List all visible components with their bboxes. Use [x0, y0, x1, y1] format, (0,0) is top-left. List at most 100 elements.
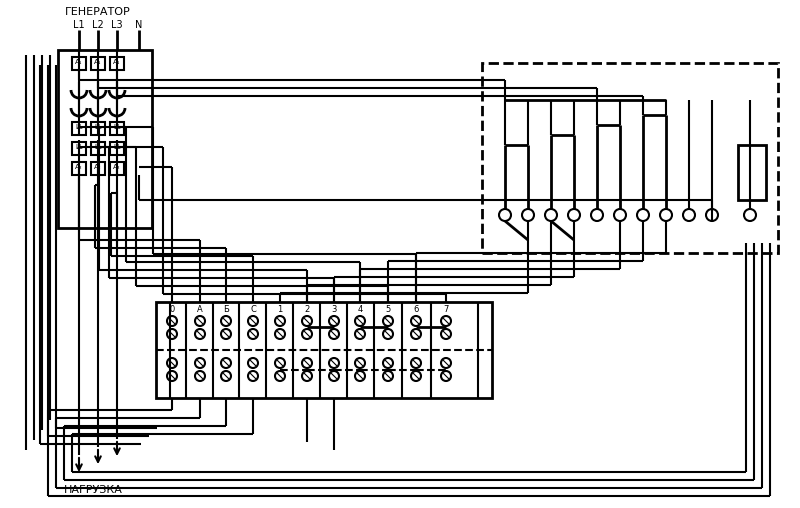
Text: И₂: И₂ — [94, 144, 102, 150]
Circle shape — [167, 316, 177, 326]
Bar — [58, 50, 152, 228]
Circle shape — [167, 371, 177, 381]
Text: 4: 4 — [358, 305, 362, 314]
Circle shape — [221, 329, 231, 339]
Circle shape — [302, 371, 312, 381]
Bar — [738, 145, 766, 200]
Circle shape — [383, 329, 393, 339]
Circle shape — [441, 329, 451, 339]
Circle shape — [329, 329, 339, 339]
Text: 1: 1 — [278, 305, 282, 314]
Circle shape — [355, 316, 365, 326]
Circle shape — [411, 358, 421, 368]
Text: И₂: И₂ — [113, 144, 121, 150]
Circle shape — [545, 209, 557, 221]
Circle shape — [441, 316, 451, 326]
Circle shape — [355, 358, 365, 368]
Circle shape — [167, 358, 177, 368]
Text: А₁: А₁ — [75, 59, 82, 65]
Circle shape — [660, 209, 672, 221]
Text: 2: 2 — [304, 305, 310, 314]
Circle shape — [499, 209, 511, 221]
Circle shape — [221, 358, 231, 368]
Bar — [91, 142, 105, 155]
Text: Б: Б — [223, 305, 229, 314]
Bar — [482, 63, 778, 253]
Circle shape — [195, 329, 205, 339]
Text: 0: 0 — [170, 305, 174, 314]
Bar — [110, 122, 124, 135]
Text: А₁: А₁ — [114, 59, 121, 65]
Circle shape — [302, 316, 312, 326]
Circle shape — [441, 358, 451, 368]
Circle shape — [248, 358, 258, 368]
Bar — [91, 57, 105, 70]
Text: А₂: А₂ — [113, 164, 121, 170]
Text: НАГРУЗКА: НАГРУЗКА — [64, 485, 123, 495]
Circle shape — [568, 209, 580, 221]
Text: А₂: А₂ — [94, 164, 102, 170]
Text: N: N — [135, 20, 142, 30]
Circle shape — [411, 316, 421, 326]
Text: И₂: И₂ — [75, 144, 83, 150]
Bar — [91, 122, 105, 135]
Circle shape — [167, 329, 177, 339]
Text: L1: L1 — [73, 20, 85, 30]
Bar — [72, 57, 86, 70]
Text: L3: L3 — [111, 20, 123, 30]
Text: 3: 3 — [331, 305, 337, 314]
Circle shape — [329, 316, 339, 326]
Text: И₁: И₁ — [94, 124, 102, 130]
Text: 5: 5 — [386, 305, 390, 314]
Circle shape — [248, 329, 258, 339]
Text: 6: 6 — [414, 305, 418, 314]
Circle shape — [195, 371, 205, 381]
Circle shape — [248, 371, 258, 381]
Circle shape — [195, 316, 205, 326]
Circle shape — [355, 371, 365, 381]
Bar — [91, 162, 105, 175]
Text: ГЕНЕРАТОР: ГЕНЕРАТОР — [65, 7, 131, 17]
Circle shape — [744, 209, 756, 221]
Circle shape — [302, 358, 312, 368]
Circle shape — [522, 209, 534, 221]
Bar — [72, 122, 86, 135]
Circle shape — [614, 209, 626, 221]
Text: А₁: А₁ — [94, 59, 102, 65]
Circle shape — [383, 358, 393, 368]
Text: А: А — [197, 305, 203, 314]
Bar — [110, 142, 124, 155]
Circle shape — [355, 329, 365, 339]
Text: И₁: И₁ — [75, 124, 83, 130]
Circle shape — [221, 316, 231, 326]
Bar — [110, 162, 124, 175]
Circle shape — [591, 209, 603, 221]
Circle shape — [383, 316, 393, 326]
Circle shape — [383, 371, 393, 381]
Circle shape — [248, 316, 258, 326]
Circle shape — [329, 358, 339, 368]
Bar — [110, 57, 124, 70]
Circle shape — [441, 371, 451, 381]
Circle shape — [195, 358, 205, 368]
Circle shape — [411, 329, 421, 339]
Circle shape — [302, 329, 312, 339]
Text: 7: 7 — [443, 305, 449, 314]
Circle shape — [275, 316, 285, 326]
Text: А₂: А₂ — [75, 164, 83, 170]
Circle shape — [683, 209, 695, 221]
Circle shape — [329, 371, 339, 381]
Bar — [72, 142, 86, 155]
Circle shape — [275, 329, 285, 339]
Text: С: С — [250, 305, 256, 314]
Circle shape — [221, 371, 231, 381]
Text: L2: L2 — [92, 20, 104, 30]
Circle shape — [706, 209, 718, 221]
Circle shape — [275, 371, 285, 381]
Bar — [156, 302, 492, 398]
Circle shape — [411, 371, 421, 381]
Circle shape — [275, 358, 285, 368]
Circle shape — [637, 209, 649, 221]
Text: И₁: И₁ — [113, 124, 121, 130]
Bar — [72, 162, 86, 175]
